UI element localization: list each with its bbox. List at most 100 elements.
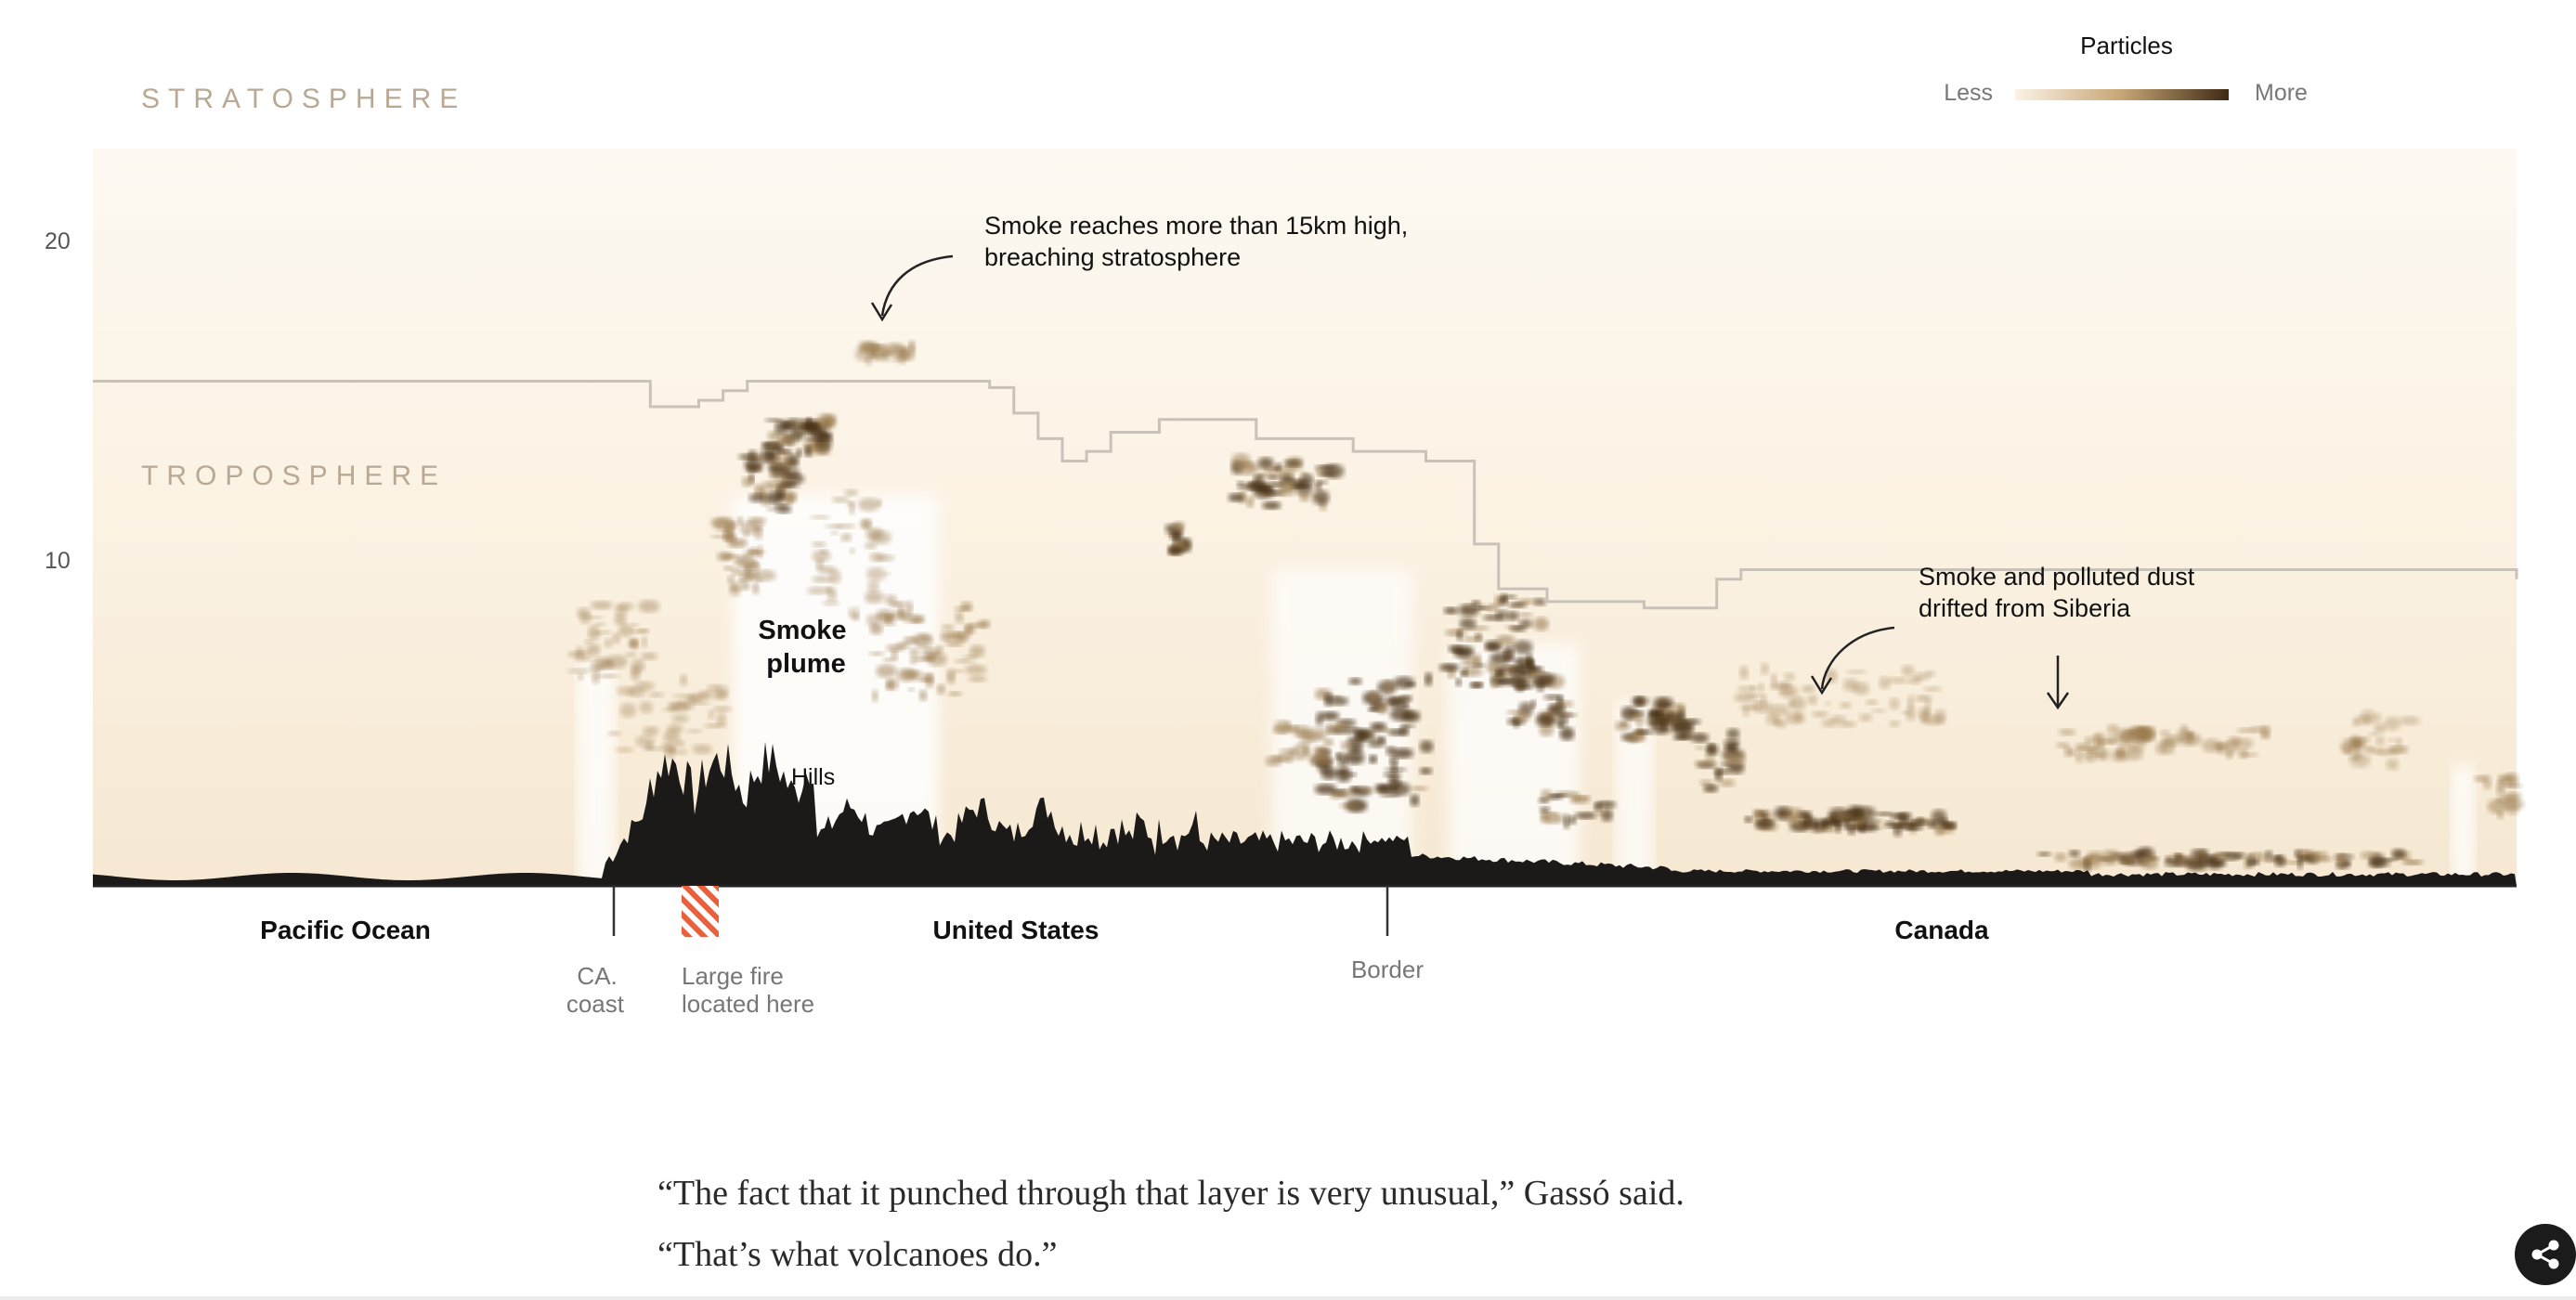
smoke-particle xyxy=(628,639,640,649)
smoke-particle xyxy=(696,701,711,706)
smoke-particle xyxy=(1314,784,1337,795)
smoke-particle xyxy=(1266,474,1281,480)
smoke-particle xyxy=(1494,595,1503,606)
tropopause-line xyxy=(93,379,2518,610)
smoke-particle xyxy=(2368,732,2378,736)
smoke-particle xyxy=(1536,680,1545,692)
annotation-arrow-siberia-curve xyxy=(1820,626,1895,690)
smoke-particle xyxy=(1348,744,1363,754)
smoke-particle xyxy=(1402,703,1410,708)
legend-more: More xyxy=(2255,80,2308,106)
stratosphere-label: STRATOSPHERE xyxy=(141,84,466,114)
smoke-particle xyxy=(737,578,747,583)
coast-label: CA. coast xyxy=(566,962,625,1018)
smoke-particle xyxy=(865,542,878,550)
smoke-particle xyxy=(1369,754,1377,764)
smoke-particle xyxy=(1504,594,1517,600)
smoke-particle xyxy=(1840,701,1852,709)
smoke-particle xyxy=(2296,856,2304,870)
smoke-particle xyxy=(756,578,763,582)
smoke-particle xyxy=(1301,471,1308,477)
smoke-particle xyxy=(2354,715,2374,726)
smoke-particle xyxy=(1890,812,1905,820)
smoke-particle xyxy=(2068,850,2080,857)
smoke-particle xyxy=(1940,822,1956,829)
smoke-particle xyxy=(1376,701,1388,714)
smoke-particle xyxy=(905,600,914,616)
smoke-particle xyxy=(2101,850,2120,863)
smoke-particle xyxy=(825,524,843,529)
smoke-particle xyxy=(1906,706,1916,722)
smoke-particle xyxy=(1874,812,1894,816)
share-icon xyxy=(2531,1240,2559,1269)
smoke-particle xyxy=(1707,743,1715,755)
smoke-particle xyxy=(1513,640,1533,655)
smoke-particle xyxy=(2391,849,2406,860)
smoke-particle xyxy=(868,651,885,656)
smoke-particle xyxy=(648,692,665,697)
smoke-particle xyxy=(881,657,898,662)
smoke-particle xyxy=(955,611,964,624)
smoke-particle xyxy=(884,572,891,577)
arrowhead-stratosphere xyxy=(870,302,893,322)
smoke-particle xyxy=(1596,810,1607,816)
smoke-particle xyxy=(1831,812,1854,820)
smoke-particle xyxy=(2384,716,2400,731)
smoke-particle xyxy=(1314,480,1322,491)
smoke-layers xyxy=(567,340,2525,872)
smoke-profile-chart: 20 10 STRATOSPHERE TROPOSPHERE Particles… xyxy=(45,32,2525,1018)
smoke-particle xyxy=(1536,670,1548,676)
smoke-particle xyxy=(896,668,917,682)
smoke-particle xyxy=(574,657,585,662)
smoke-particle xyxy=(2374,722,2387,734)
smoke-particle xyxy=(2056,742,2070,748)
smoke-particle xyxy=(578,673,584,681)
smoke-particle xyxy=(1378,735,1386,744)
smoke-particle xyxy=(2495,798,2503,804)
smoke-particle xyxy=(1389,707,1412,722)
smoke-particle xyxy=(587,616,604,619)
smoke-particle xyxy=(783,468,800,479)
smoke-particle xyxy=(918,634,932,641)
smoke-particle xyxy=(2265,850,2273,862)
smoke-particle xyxy=(643,726,659,736)
smoke-particle xyxy=(1568,815,1577,825)
smoke-particle xyxy=(2259,725,2270,737)
smoke-particle xyxy=(2115,751,2125,757)
smoke-particle xyxy=(785,492,798,502)
smoke-particle xyxy=(775,479,790,484)
smoke-particle xyxy=(2228,736,2242,746)
smoke-particle xyxy=(633,681,655,691)
smoke-particle xyxy=(2386,759,2400,771)
smoke-particle xyxy=(591,601,613,610)
smoke-particle xyxy=(588,625,600,641)
smoke-particle xyxy=(1374,783,1391,794)
smoke-particle xyxy=(2387,737,2395,743)
smoke-particle xyxy=(775,504,792,514)
smoke-particle xyxy=(2374,712,2382,723)
share-button[interactable] xyxy=(2515,1224,2576,1285)
smoke-particle xyxy=(1339,788,1355,799)
smoke-particle xyxy=(710,534,732,539)
smoke-particle xyxy=(1739,666,1749,680)
smoke-particle xyxy=(2237,727,2256,734)
smoke-particle xyxy=(2343,748,2352,756)
smoke-particle xyxy=(869,552,885,562)
smoke-particle xyxy=(1526,653,1533,669)
smoke-particle xyxy=(1807,695,1818,706)
smoke-particle xyxy=(1505,611,1519,621)
smoke-particle xyxy=(900,347,916,360)
smoke-particle xyxy=(2086,851,2104,864)
smoke-particle xyxy=(1533,598,1546,606)
smoke-particle xyxy=(1559,727,1575,741)
smoke-particle xyxy=(945,641,964,647)
smoke-particle xyxy=(1321,711,1340,721)
smoke-particle xyxy=(1393,676,1415,689)
smoke-particle xyxy=(1387,728,1408,736)
smoke-particle xyxy=(964,623,972,638)
smoke-particle xyxy=(2399,716,2421,726)
smoke-particle xyxy=(689,692,708,702)
region-pacific-ocean: Pacific Ocean xyxy=(260,916,431,944)
arrowhead-siberia-curve xyxy=(1810,675,1833,696)
smoke-particle xyxy=(677,700,684,706)
